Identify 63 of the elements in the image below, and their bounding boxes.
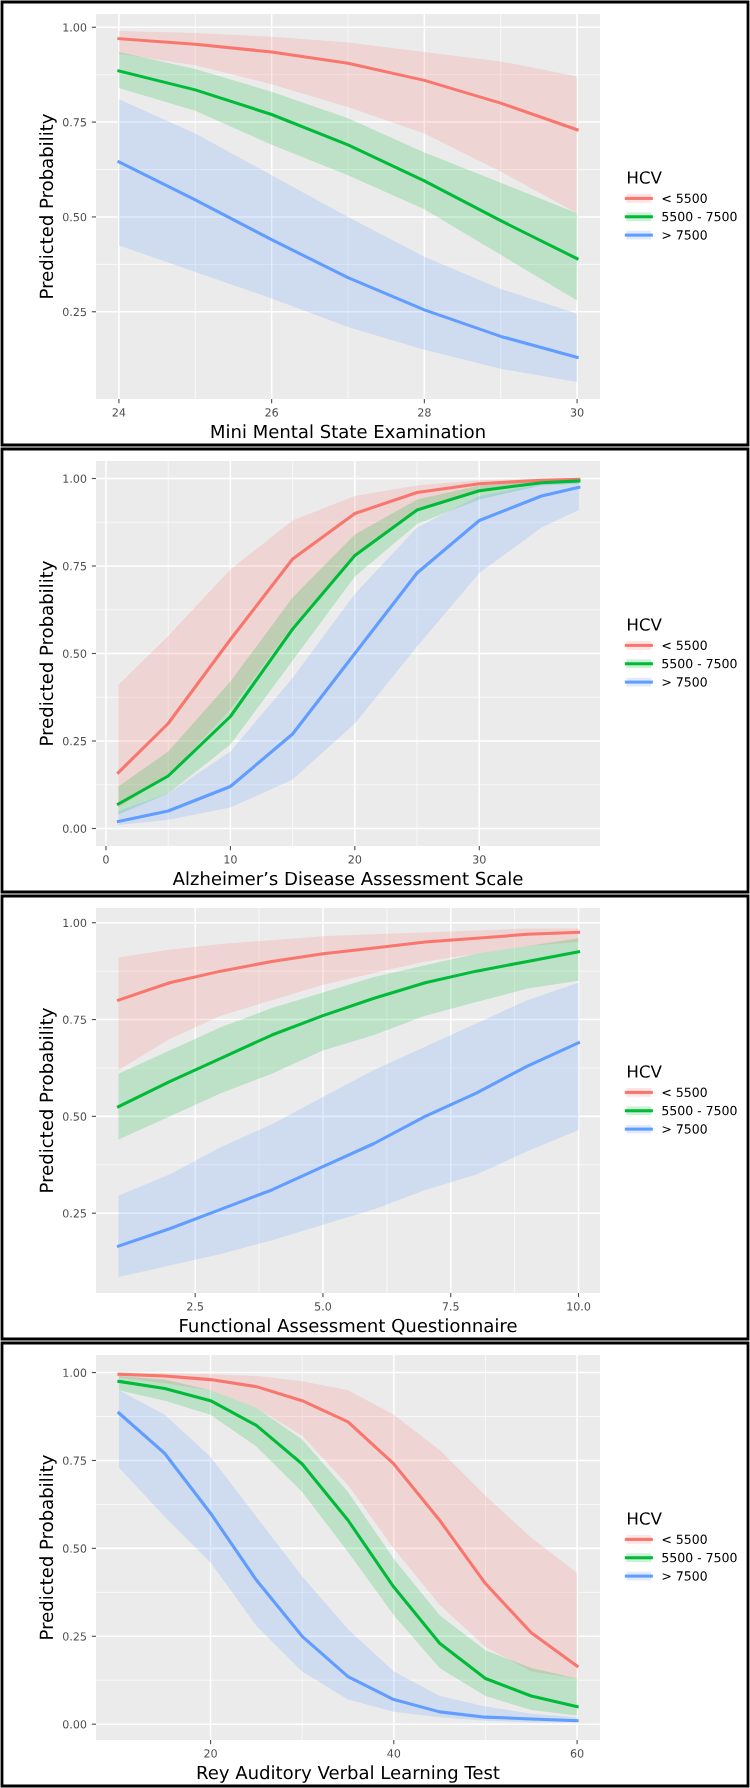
- y-tick-label: 0.50: [62, 1544, 87, 1553]
- y-tick-label: 0.75: [62, 1456, 86, 1465]
- y-tick-label: 0.50: [62, 1112, 87, 1121]
- x-tick-label: 20: [204, 1749, 217, 1758]
- y-tick-label: 0.00: [62, 824, 87, 833]
- line-series: [116, 1041, 581, 1248]
- legend-label: > 7500: [662, 1571, 707, 1581]
- line-series: [116, 930, 581, 1002]
- legend-label: < 5500: [662, 193, 707, 203]
- x-tick-label: 0: [103, 855, 109, 864]
- x-axis-title: Functional Assessment Questionnaire: [180, 1318, 517, 1335]
- x-tick-label: 28: [418, 408, 431, 417]
- legend-label: 5500 - 7500: [662, 211, 737, 222]
- y-tick-label: 0.75: [62, 118, 86, 127]
- y-tick-label: 1.00: [63, 474, 87, 483]
- x-tick-label: 10: [224, 855, 237, 864]
- x-tick-label: 30: [473, 855, 486, 864]
- x-axis-title: Alzheimer’s Disease Assessment Scale: [172, 871, 523, 886]
- y-tick-label: 0.25: [62, 736, 86, 746]
- y-axis-title: Predicted Probability: [39, 1008, 57, 1192]
- x-tick-label: 24: [112, 408, 126, 417]
- x-tick-label: 2.5: [187, 1302, 204, 1311]
- legend-label: > 7500: [662, 1124, 707, 1134]
- y-tick-label: 0.75: [62, 1015, 86, 1024]
- x-axis-title: Rey Auditory Verbal Learning Test: [197, 1765, 500, 1783]
- y-tick-label: 0.00: [62, 1720, 87, 1729]
- x-tick-label: 30: [570, 408, 584, 417]
- x-tick-label: 7.5: [442, 1302, 459, 1311]
- legend-label: 5500 - 7500: [662, 658, 737, 669]
- y-tick-label: 0.25: [62, 307, 86, 317]
- y-axis-title: Predicted Probability: [39, 114, 57, 298]
- line-series: [117, 160, 579, 359]
- x-tick-label: 40: [387, 1749, 401, 1758]
- line-series: [116, 950, 581, 1109]
- legend-label: 5500 - 7500: [662, 1105, 737, 1116]
- legend-title: HCV: [628, 171, 662, 184]
- y-axis-title: Predicted Probability: [39, 561, 57, 745]
- legend-label: < 5500: [662, 640, 707, 650]
- x-axis-title: Mini Mental State Examination: [211, 424, 485, 439]
- line-series: [117, 69, 579, 261]
- x-tick-label: 10.0: [567, 1302, 591, 1311]
- y-tick-label: 0.25: [62, 1209, 86, 1218]
- x-tick-label: 60: [570, 1749, 584, 1758]
- y-tick-label: 0.50: [62, 649, 87, 658]
- legend-label: < 5500: [662, 1087, 707, 1097]
- x-tick-label: 20: [348, 855, 362, 864]
- y-tick-label: 1.00: [63, 918, 87, 928]
- y-tick-label: 1.00: [63, 23, 87, 32]
- legend-label: > 7500: [662, 677, 707, 687]
- legend-title: HCV: [628, 1512, 662, 1525]
- legend-title: HCV: [628, 1065, 662, 1078]
- y-tick-label: 1.00: [63, 1368, 87, 1377]
- legend-label: 5500 - 7500: [662, 1552, 737, 1563]
- x-tick-label: 5.0: [314, 1302, 332, 1311]
- y-tick-label: 0.75: [62, 561, 86, 571]
- y-tick-label: 0.50: [62, 212, 87, 222]
- legend-title: HCV: [628, 618, 662, 631]
- legend-label: > 7500: [662, 230, 707, 240]
- line-series: [117, 37, 579, 132]
- y-axis-title: Predicted Probability: [39, 1455, 57, 1639]
- y-tick-label: 0.25: [62, 1632, 86, 1641]
- legend-label: < 5500: [662, 1534, 707, 1544]
- x-tick-label: 26: [265, 408, 279, 417]
